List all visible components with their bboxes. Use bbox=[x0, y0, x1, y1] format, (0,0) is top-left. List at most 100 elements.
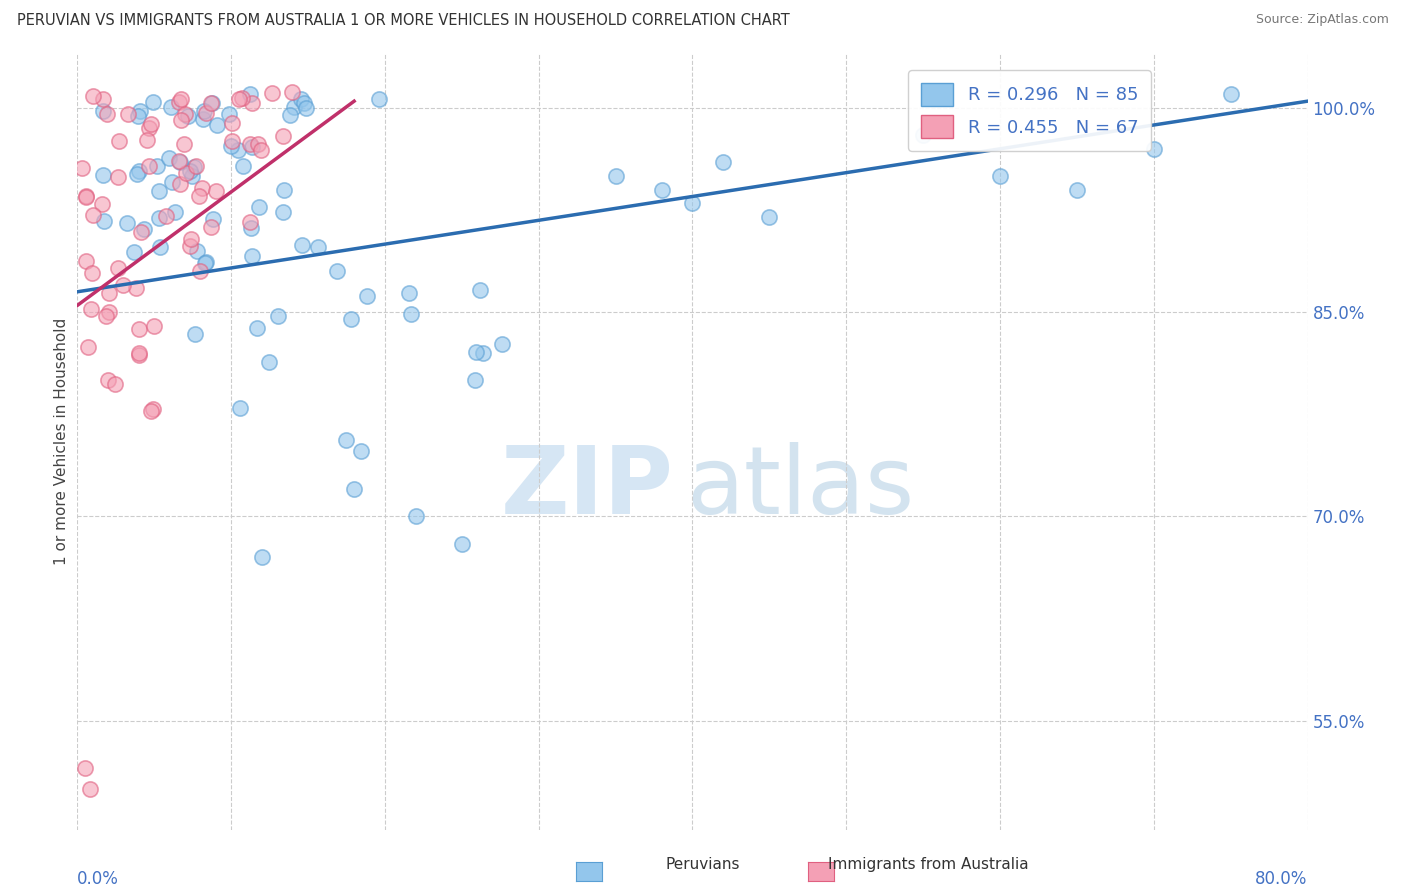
Point bbox=[103, 377, 125, 392]
Point bbox=[326, 263, 349, 277]
Point bbox=[292, 95, 315, 110]
Point bbox=[80, 301, 103, 316]
Point bbox=[193, 256, 215, 270]
Point bbox=[125, 167, 148, 181]
Point bbox=[246, 321, 269, 335]
Point bbox=[651, 183, 673, 197]
Point bbox=[1066, 183, 1088, 197]
Point bbox=[125, 280, 148, 294]
Point bbox=[96, 107, 118, 121]
Point bbox=[260, 86, 283, 100]
Legend: R = 0.296   N = 85, R = 0.455   N = 67: R = 0.296 N = 85, R = 0.455 N = 67 bbox=[908, 70, 1152, 151]
Point bbox=[368, 92, 391, 106]
Point bbox=[135, 133, 157, 147]
Point bbox=[138, 159, 160, 173]
Point bbox=[232, 159, 254, 173]
Point bbox=[170, 92, 193, 106]
Point bbox=[711, 155, 734, 169]
Point bbox=[91, 168, 114, 182]
Point bbox=[356, 289, 378, 303]
Point bbox=[247, 136, 270, 151]
Point bbox=[167, 154, 190, 169]
Point bbox=[132, 222, 155, 236]
Point bbox=[91, 92, 114, 106]
Point bbox=[335, 433, 357, 447]
Point bbox=[157, 151, 180, 165]
Point bbox=[141, 117, 163, 131]
Point bbox=[162, 175, 184, 189]
Point bbox=[464, 345, 486, 359]
Point bbox=[240, 221, 263, 235]
Point bbox=[170, 113, 193, 128]
Point bbox=[273, 183, 295, 197]
Point bbox=[240, 140, 263, 154]
Point bbox=[183, 160, 205, 174]
Point bbox=[143, 318, 166, 333]
Point bbox=[180, 232, 202, 246]
Point bbox=[190, 181, 212, 195]
Point bbox=[181, 169, 204, 183]
Point bbox=[173, 136, 195, 151]
Point bbox=[165, 205, 187, 219]
Point bbox=[169, 177, 191, 191]
Point bbox=[468, 283, 491, 297]
Point bbox=[91, 103, 114, 118]
Point bbox=[127, 109, 149, 123]
Point bbox=[194, 106, 217, 120]
Point bbox=[405, 509, 427, 524]
Point bbox=[307, 240, 329, 254]
Point bbox=[142, 95, 165, 110]
Point bbox=[115, 216, 138, 230]
Point bbox=[149, 240, 172, 254]
Point bbox=[191, 112, 214, 126]
Point bbox=[221, 134, 243, 148]
Point bbox=[682, 196, 704, 211]
Text: Immigrants from Australia: Immigrants from Australia bbox=[828, 857, 1028, 872]
Point bbox=[177, 109, 200, 123]
Point bbox=[97, 373, 120, 387]
Point bbox=[93, 214, 115, 228]
Text: Peruvians: Peruvians bbox=[666, 857, 740, 872]
Point bbox=[226, 143, 249, 157]
Point bbox=[112, 277, 135, 292]
Point bbox=[200, 219, 222, 234]
Point bbox=[107, 169, 129, 184]
Point bbox=[343, 482, 366, 496]
Point bbox=[108, 134, 131, 148]
Point bbox=[758, 210, 780, 224]
Text: PERUVIAN VS IMMIGRANTS FROM AUSTRALIA 1 OR MORE VEHICLES IN HOUSEHOLD CORRELATIO: PERUVIAN VS IMMIGRANTS FROM AUSTRALIA 1 … bbox=[17, 13, 790, 29]
Point bbox=[219, 139, 242, 153]
Point bbox=[295, 101, 318, 115]
Point bbox=[128, 164, 150, 178]
Point bbox=[291, 238, 314, 252]
Point bbox=[280, 108, 302, 122]
Point bbox=[167, 95, 190, 109]
Point bbox=[82, 208, 104, 222]
Point bbox=[148, 211, 170, 225]
Point bbox=[145, 159, 167, 173]
Point bbox=[75, 188, 97, 202]
Point bbox=[179, 239, 201, 253]
Text: 80.0%: 80.0% bbox=[1256, 871, 1308, 888]
Point bbox=[75, 190, 97, 204]
Point bbox=[97, 285, 120, 300]
Point bbox=[129, 225, 152, 239]
Point bbox=[179, 163, 201, 178]
Point bbox=[174, 106, 197, 120]
Point bbox=[239, 136, 262, 151]
Point bbox=[122, 245, 145, 260]
Point bbox=[142, 402, 165, 417]
Point bbox=[184, 327, 207, 342]
Point bbox=[238, 215, 260, 229]
Point bbox=[194, 255, 217, 269]
Point bbox=[471, 345, 494, 359]
Point bbox=[141, 404, 163, 418]
Point bbox=[117, 107, 139, 121]
Point bbox=[464, 373, 486, 387]
Point bbox=[75, 254, 97, 268]
Point bbox=[247, 200, 270, 214]
Point bbox=[184, 159, 207, 173]
Point bbox=[148, 184, 170, 198]
Point bbox=[155, 209, 177, 223]
Point bbox=[186, 244, 208, 258]
